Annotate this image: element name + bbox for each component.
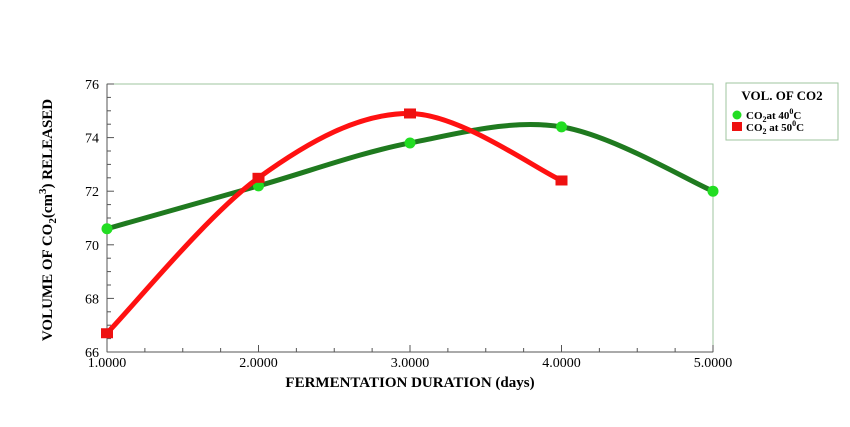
- y-axis-title-suffix: ) RELEASED: [40, 99, 56, 189]
- data-point: [101, 223, 113, 235]
- plot-frame: [106, 83, 714, 353]
- y-axis-title-sup: 3: [37, 188, 49, 194]
- series-0: [101, 121, 719, 235]
- series-layer: [101, 108, 719, 339]
- y-axis-title: VOLUME OF CO2(cm3) RELEASED: [37, 99, 59, 341]
- legend-marker-50c: [732, 122, 742, 131]
- x-tick-label: 2.0000: [239, 356, 278, 371]
- y-tick-label: 68: [85, 292, 99, 307]
- y-axis-title-mid: (cm: [40, 193, 56, 218]
- data-point: [707, 185, 719, 197]
- y-tick-label: 66: [85, 346, 99, 361]
- y-tick-label: 76: [85, 78, 99, 93]
- data-point: [252, 172, 265, 183]
- data-point: [555, 175, 568, 186]
- legend: VOL. OF CO2 CO2at 400C CO2 at 500C: [725, 82, 839, 141]
- data-point: [253, 180, 264, 192]
- x-tick-label: 1.0000: [88, 356, 127, 371]
- series-line: [104, 110, 564, 336]
- data-point: [404, 137, 416, 149]
- legend-box: [725, 82, 839, 141]
- y-axis-title-prefix: VOLUME OF CO: [40, 224, 56, 341]
- y-tick-label: 74: [85, 132, 99, 147]
- legend-label-50c: CO2 at 500C: [746, 119, 804, 136]
- legend-label-40c: CO2at 400C: [746, 107, 801, 124]
- y-tick-label: 72: [85, 185, 99, 200]
- data-point: [101, 328, 113, 339]
- y-axis-title-sub: 2: [47, 218, 59, 224]
- x-tick-label: 5.0000: [694, 356, 733, 371]
- series-1: [101, 108, 568, 339]
- data-point: [404, 108, 416, 119]
- legend-marker-40c: [732, 110, 742, 120]
- axes: 66 68 70 72 74 76 1.0000 2.0000 3.0000 4.0000 5.00…: [85, 78, 732, 371]
- x-tick-label: 3.0000: [391, 356, 430, 371]
- data-point: [556, 121, 567, 133]
- legend-title: VOL. OF CO2: [741, 88, 822, 103]
- x-axis-title: FERMENTATION DURATION (days): [285, 375, 534, 391]
- y-tick-label: 70: [85, 239, 99, 254]
- x-tick-label: 4.0000: [542, 356, 581, 371]
